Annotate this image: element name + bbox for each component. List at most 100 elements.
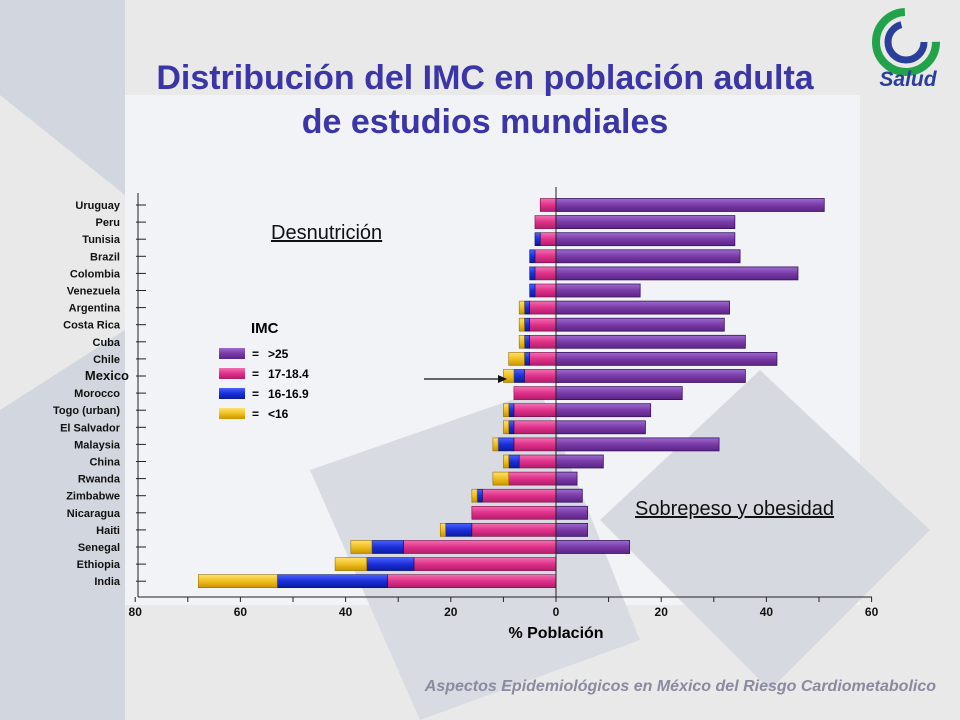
bar-<16-12 [503,403,509,418]
bar->25-5 [555,283,641,298]
bar-16-16.9-14 [497,437,515,452]
legend-swatch [219,368,245,379]
bar-16-16.9-10 [513,369,525,383]
bar-<16-10 [503,369,515,383]
bar-16-16.9-12 [508,403,515,418]
bar-17-18.4-7 [529,317,557,332]
bar-<16-13 [503,420,509,435]
legend-equals: = [252,387,260,401]
legend-swatch [219,388,245,399]
category-label: Nicaragua [67,508,121,520]
bar-16-16.9-20 [371,540,404,554]
bar-17-18.4-4 [534,266,557,281]
bar->25-11 [555,386,683,401]
bar->25-19 [555,523,588,537]
x-tick-label: 60 [234,605,248,619]
category-label: Costa Rica [63,320,121,332]
x-tick-labels: 80 60 40 20 0 20 40 60 [129,605,879,619]
bar->25-18 [555,505,588,520]
bar-<16-20 [350,540,373,554]
bar->25-0 [555,198,825,212]
x-tick-label: 0 [553,605,560,619]
bar-<16-21 [334,557,367,571]
bar-16-16.9-6 [524,300,531,315]
legend-equals: = [252,407,260,421]
category-labels: Uruguay Peru Tunisia Brazil Colombia Venezuel… [53,200,129,588]
category-label: Mexico [85,368,129,383]
category-label: Haiti [96,525,120,537]
bar-17-18.4-19 [471,523,557,537]
bar-17-18.4-2 [539,232,557,246]
bar->25-8 [555,334,746,349]
category-label: Venezuela [67,286,121,298]
bar->25-7 [555,317,725,332]
bar-16-16.9-22 [276,574,388,589]
bar-17-18.4-5 [534,283,557,298]
bar-16-16.9-4 [529,266,536,281]
bar-16-16.9-15 [508,454,520,469]
axes-layer [134,187,873,602]
bar-17-18.4-9 [529,352,557,366]
bar-17-18.4-16 [508,471,557,486]
x-axis-label: % Población [508,625,604,642]
bar-<16-22 [198,574,278,589]
bar-<16-17 [471,488,478,503]
category-label: Peru [96,217,120,229]
bars-layer [198,198,825,589]
category-label: Uruguay [75,200,121,212]
bar-<16-8 [518,334,525,349]
bar-<16-15 [503,454,509,469]
footer-text: Aspectos Epidemiológicos en México del R… [424,678,936,695]
bar-17-18.4-15 [518,454,557,469]
bar-17-18.4-0 [539,198,557,212]
legend-label: 17-18.4 [268,367,309,381]
bar-<16-7 [518,317,525,332]
legend-equals: = [252,367,260,381]
category-label: Tunisia [82,234,121,246]
bar-<16-14 [492,437,499,452]
category-label: Togo (urban) [53,405,120,417]
bar-17-18.4-10 [524,369,557,383]
bar-<16-9 [508,352,525,366]
bar->25-16 [555,471,578,486]
legend-label: <16 [268,407,289,421]
bar-16-16.9-19 [445,523,473,537]
bar-17-18.4-12 [513,403,557,418]
bar->25-3 [555,249,741,264]
x-tick-label: 20 [444,605,458,619]
bar-16-16.9-3 [529,249,536,264]
logo-text: Salud [879,68,937,91]
category-label: Chile [93,354,120,366]
bar-<16-6 [518,300,525,315]
bar-17-18.4-17 [482,488,557,503]
bar->25-17 [555,488,583,503]
category-label: Zimbabwe [66,491,120,503]
category-label: Morocco [74,388,120,400]
bar-17-18.4-6 [529,300,557,315]
category-label: Ethiopia [77,559,121,571]
x-tick-label: 60 [865,605,879,619]
bar-16-16.9-17 [476,488,483,503]
annotation-sobrepeso: Sobrepeso y obesidad [635,498,835,520]
bar-17-18.4-14 [513,437,557,452]
bar->25-13 [555,420,646,435]
category-label: Rwanda [78,474,121,486]
bar->25-12 [555,403,652,418]
bar-16-16.9-2 [534,232,541,246]
bar-16-16.9-8 [524,334,531,349]
bar-17-18.4-20 [403,540,557,554]
bar-17-18.4-11 [513,386,557,400]
annotation-desnutricion: Desnutrición [271,222,383,244]
bar->25-4 [555,266,799,281]
bar-<16-16 [492,471,509,486]
category-label: India [94,576,121,588]
category-label: China [89,457,120,469]
bar-17-18.4-13 [513,420,557,435]
bar->25-20 [555,540,631,554]
x-tick-label: 80 [129,605,143,619]
category-label: Cuba [93,337,121,349]
x-tick-label: 40 [339,605,353,619]
page-subtitle: de estudios mundiales [301,103,669,141]
legend-label: 16-16.9 [268,387,309,401]
